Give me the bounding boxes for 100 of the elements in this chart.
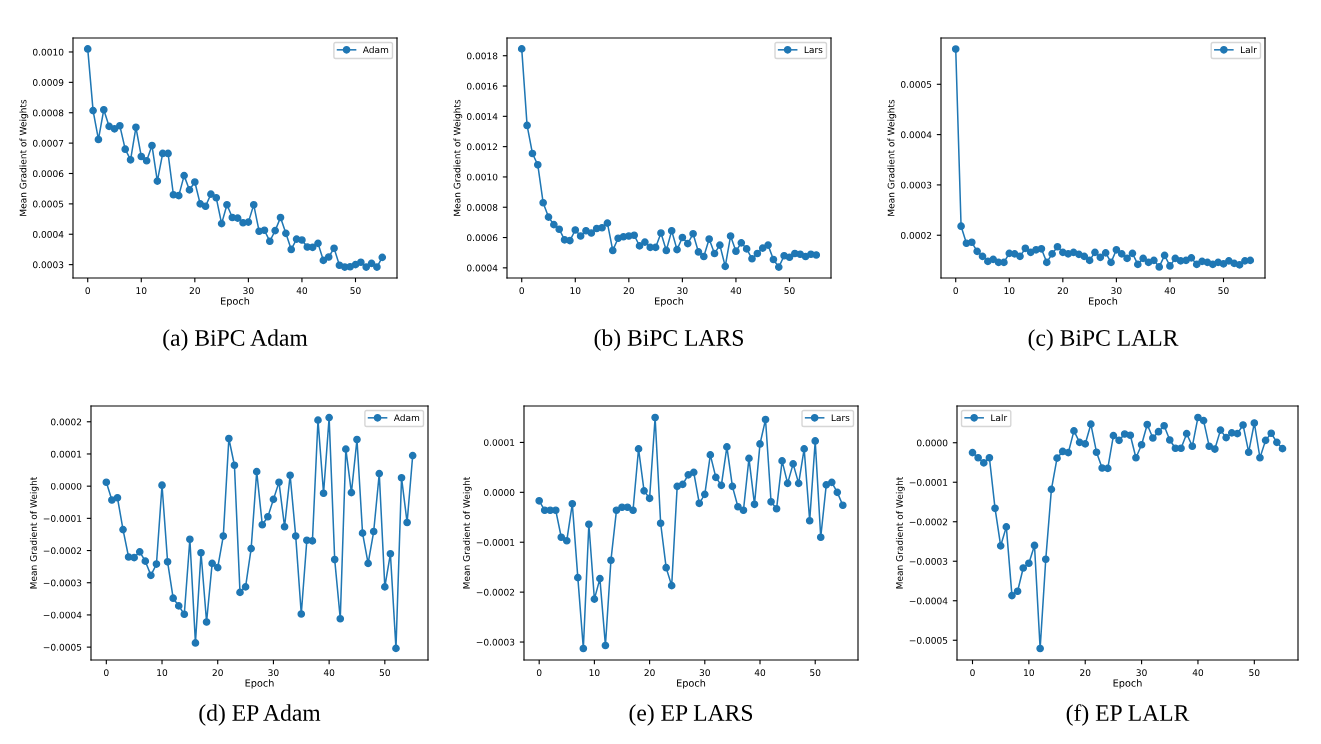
point xyxy=(778,457,786,465)
point xyxy=(319,489,328,498)
y-tick-label: 0.0005 xyxy=(32,200,64,208)
point xyxy=(684,471,693,479)
point xyxy=(732,247,740,256)
point xyxy=(1013,587,1022,596)
point xyxy=(951,45,960,53)
y-tick-label: −0.0002 xyxy=(909,518,948,526)
x-tick-label: 20 xyxy=(1057,287,1068,295)
point xyxy=(1149,434,1157,442)
x-tick-label: 50 xyxy=(810,669,821,677)
point xyxy=(369,527,378,536)
point xyxy=(119,525,127,534)
point xyxy=(539,198,547,207)
point xyxy=(978,252,987,261)
text: (f) EP LALR xyxy=(1066,704,1190,726)
point xyxy=(800,445,808,453)
x-tick-label: 50 xyxy=(379,669,390,677)
point xyxy=(1273,438,1281,447)
point xyxy=(641,238,649,246)
point xyxy=(1080,252,1089,261)
point xyxy=(1150,256,1158,265)
y-tick-label: 0.0007 xyxy=(32,139,64,147)
x-tick-label: 20 xyxy=(212,669,223,677)
x-tick-label: 50 xyxy=(350,287,361,295)
point xyxy=(833,488,842,497)
point xyxy=(1115,436,1123,445)
x-tick-label: 30 xyxy=(243,287,254,295)
x-tick-label: 50 xyxy=(1218,287,1229,295)
point xyxy=(180,610,189,619)
point xyxy=(347,488,356,497)
point xyxy=(158,481,166,490)
point xyxy=(269,495,278,504)
y-tick-label: −0.0001 xyxy=(476,538,515,546)
point xyxy=(1087,420,1095,428)
point xyxy=(598,223,606,232)
x-tick-label: 0 xyxy=(519,287,524,295)
point xyxy=(827,478,836,487)
x-tick-label: 20 xyxy=(644,669,655,677)
point xyxy=(555,225,564,234)
point xyxy=(217,219,226,228)
point xyxy=(1199,416,1208,425)
point xyxy=(805,516,814,525)
point xyxy=(967,238,976,247)
point xyxy=(568,499,577,508)
point xyxy=(811,437,820,445)
y-tick-label: 0.0005 xyxy=(900,81,932,88)
point xyxy=(608,246,617,255)
point xyxy=(816,533,825,542)
point xyxy=(734,502,742,511)
legend-label: Lars xyxy=(804,46,823,54)
point xyxy=(783,479,792,488)
point xyxy=(974,453,982,462)
point xyxy=(1098,464,1106,472)
point xyxy=(721,262,730,271)
point xyxy=(1278,444,1287,453)
point xyxy=(544,213,553,221)
point xyxy=(807,250,815,259)
x-tick-label: 30 xyxy=(699,669,710,677)
point xyxy=(979,459,988,467)
y-tick-label: 0.0004 xyxy=(900,131,932,139)
point xyxy=(1008,591,1016,600)
point xyxy=(822,481,831,489)
point xyxy=(357,258,365,267)
point xyxy=(756,440,764,448)
point xyxy=(705,235,713,243)
y-tick-label: 0.0002 xyxy=(50,418,82,426)
point xyxy=(102,478,111,487)
x-tick-label: 0 xyxy=(953,287,958,295)
point xyxy=(141,557,150,565)
point xyxy=(132,123,140,132)
point xyxy=(758,244,767,252)
y-tick-label: 0.0010 xyxy=(466,173,498,181)
point xyxy=(1154,427,1163,436)
point xyxy=(282,229,290,238)
point xyxy=(249,200,258,209)
legend-label: Lalr xyxy=(1240,46,1257,54)
x-axis-title: Epoch xyxy=(221,297,250,307)
y-axis-title: Mean Gradient of Weight xyxy=(29,476,39,589)
point xyxy=(968,448,977,457)
point xyxy=(1070,427,1078,435)
y-tick-label: 0.0000 xyxy=(483,489,515,496)
legend-label: Lars xyxy=(831,414,850,422)
text: (c) BiPC LALR xyxy=(1028,329,1179,351)
y-tick-label: −0.0003 xyxy=(476,638,515,646)
point xyxy=(105,122,113,131)
point xyxy=(219,532,228,540)
point xyxy=(957,222,965,230)
y-tick-label: 0.0000 xyxy=(916,439,948,447)
point xyxy=(585,520,593,529)
point xyxy=(699,252,708,261)
point xyxy=(1107,258,1115,267)
point xyxy=(147,571,155,580)
x-tick-label: 40 xyxy=(323,669,335,677)
point xyxy=(737,239,746,247)
point xyxy=(1132,453,1140,462)
point xyxy=(1047,485,1056,494)
y-tick-label: −0.0001 xyxy=(909,478,948,486)
y-axis-title: Mean Gradient of Weights xyxy=(453,99,463,216)
y-tick-label: −0.0002 xyxy=(43,547,82,555)
